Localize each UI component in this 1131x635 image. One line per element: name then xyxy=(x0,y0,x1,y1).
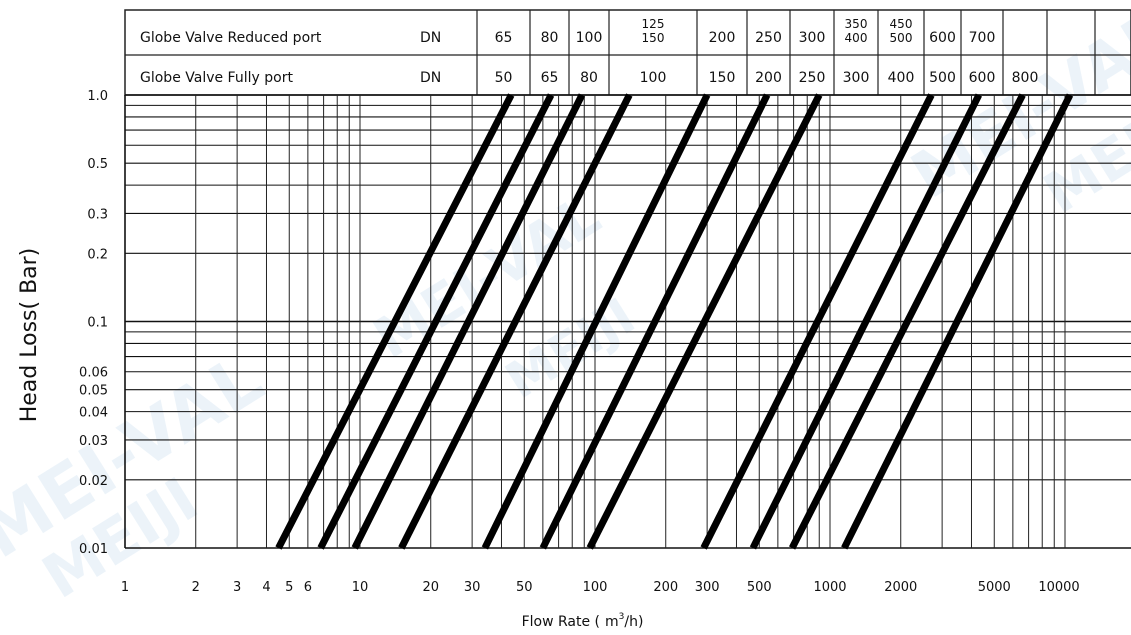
series-line xyxy=(481,93,711,550)
x-tick-label: 3 xyxy=(233,580,241,595)
series-line xyxy=(700,93,935,550)
x-tick-label: 6 xyxy=(304,580,312,595)
x-tick-label: 2 xyxy=(192,580,200,595)
header-cell-value: 200 xyxy=(709,30,736,46)
header-cell-value: 600 xyxy=(969,70,996,86)
series-line xyxy=(841,93,1074,550)
series-line xyxy=(789,93,1026,550)
series-line xyxy=(275,93,515,550)
y-tick-label: 0.2 xyxy=(87,247,108,262)
y-tick-label: 0.06 xyxy=(79,366,108,381)
series-line xyxy=(539,93,771,550)
x-tick-label: 5 xyxy=(285,580,293,595)
header-cell-value: 400 xyxy=(888,70,915,86)
y-tick-labels: 1.0 0.5 0.3 0.2 0.1 0.06 0.05 0.04 0.03 0.02 0.01 xyxy=(79,89,108,557)
x-tick-label: 20 xyxy=(422,580,439,595)
header-dn-label: DN xyxy=(420,30,441,46)
header-dn-label: DN xyxy=(420,70,441,86)
series-line xyxy=(749,93,982,550)
header-cell-value: 500 xyxy=(929,70,956,86)
header-cell-value: 800 xyxy=(1012,70,1039,86)
header-cell-value: 300 xyxy=(799,30,826,46)
header-cell-value: 65 xyxy=(495,30,513,46)
x-tick-label: 200 xyxy=(653,580,678,595)
x-tick-label: 30 xyxy=(464,580,481,595)
header-cell-value: 65 xyxy=(541,70,559,86)
header-cell-value: 450 xyxy=(890,17,913,31)
x-tick-labels: 1 2 3 4 5 6 10 20 30 50 100 200 300 500 1000 2000 5000 10… xyxy=(121,580,1080,595)
series-lines xyxy=(275,93,1074,550)
x-tick-label: 100 xyxy=(583,580,608,595)
header-cell-value: 100 xyxy=(640,70,667,86)
y-tick-label: 0.04 xyxy=(79,406,108,421)
y-tick-label: 0.01 xyxy=(79,542,108,557)
x-tick-label: 10 xyxy=(352,580,369,595)
header-row-label: Globe Valve Reduced port xyxy=(140,30,322,46)
x-tick-label: 10000 xyxy=(1038,580,1079,595)
header-cell-value: 400 xyxy=(845,31,868,45)
header-cell-value: 80 xyxy=(541,30,559,46)
header-cell-value: 700 xyxy=(969,30,996,46)
x-tick-label: 500 xyxy=(747,580,772,595)
header-cell-value: 50 xyxy=(495,70,513,86)
series-line xyxy=(398,93,633,550)
series-line xyxy=(351,93,586,550)
y-axis-title: Head Loss( Bar) xyxy=(17,248,42,423)
x-tick-label: 5000 xyxy=(978,580,1011,595)
header-cell-value: 200 xyxy=(755,70,782,86)
y-tick-label: 0.05 xyxy=(79,384,108,399)
series-line xyxy=(586,93,823,550)
header-row-label: Globe Valve Fully port xyxy=(140,70,293,86)
y-tick-label: 0.3 xyxy=(87,207,108,222)
x-tick-label: 50 xyxy=(516,580,533,595)
series-line xyxy=(317,93,555,550)
header-cell-value: 80 xyxy=(580,70,598,86)
y-tick-label: 0.02 xyxy=(79,474,108,489)
header-cell-value: 125 xyxy=(642,17,665,31)
y-tick-label: 1.0 xyxy=(87,89,108,104)
x-axis-title: Flow Rate ( xyxy=(522,614,600,630)
header-cell-value: 150 xyxy=(709,70,736,86)
header-cell-value: 150 xyxy=(642,31,665,45)
header-cell-value: 250 xyxy=(799,70,826,86)
header-cell-value: 300 xyxy=(843,70,870,86)
y-tick-label: 0.1 xyxy=(87,316,108,331)
y-tick-label: 0.5 xyxy=(87,157,108,172)
header-cell-value: 100 xyxy=(576,30,603,46)
x-tick-label: 4 xyxy=(262,580,270,595)
x-tick-label: 1 xyxy=(121,580,129,595)
x-tick-label: 1000 xyxy=(813,580,846,595)
x-tick-label: 300 xyxy=(695,580,720,595)
header-cell-value: 600 xyxy=(929,30,956,46)
header-cell-value: 350 xyxy=(845,17,868,31)
header-cell-value: 500 xyxy=(890,31,913,45)
x-tick-label: 2000 xyxy=(884,580,917,595)
header-cell-value: 250 xyxy=(755,30,782,46)
x-axis-title-unit: m3/h) xyxy=(605,612,643,630)
y-tick-label: 0.03 xyxy=(79,434,108,449)
